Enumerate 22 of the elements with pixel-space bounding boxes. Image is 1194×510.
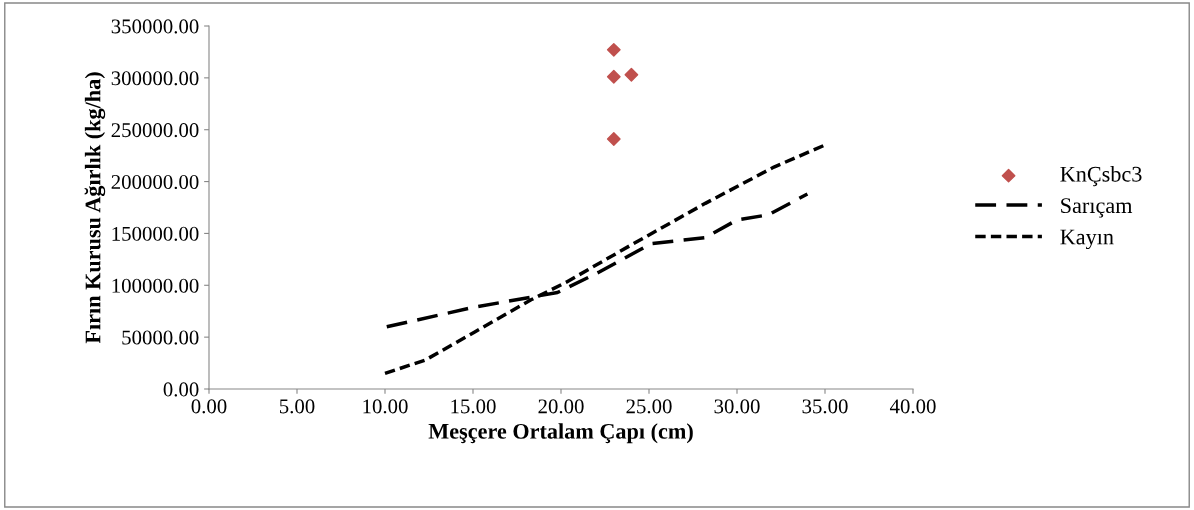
x-tick-label: 0.00 bbox=[191, 399, 227, 414]
x-tick-label: 35.00 bbox=[802, 399, 848, 414]
legend-label: Sarıçam bbox=[1061, 198, 1133, 218]
x-tick-label: 20.00 bbox=[538, 399, 584, 414]
y-tick-label: 0.00 bbox=[163, 382, 199, 397]
legend-label: KnÇsbc3 bbox=[1060, 166, 1142, 187]
y-axis-title: Fırın Kurusu Ağırlık (kg/ha) bbox=[84, 72, 106, 344]
y-tick-label: 300000.00 bbox=[111, 71, 199, 86]
y-tick-label: 100000.00 bbox=[112, 278, 199, 293]
legend-label: Kayın bbox=[1060, 229, 1114, 250]
x-tick-label: 5.00 bbox=[279, 399, 315, 414]
x-tick-label: 10.00 bbox=[363, 399, 408, 414]
x-tick-label: 15.00 bbox=[451, 399, 496, 414]
y-tick-label: 200000.00 bbox=[111, 174, 199, 190]
y-tick-label: 250000.00 bbox=[111, 123, 199, 138]
y-tick-label: 50000.00 bbox=[122, 330, 199, 345]
x-tick-label: 25.00 bbox=[626, 399, 672, 414]
x-axis-title: Meşçere Ortalam Çapı (cm) bbox=[428, 423, 693, 444]
x-tick-label: 40.00 bbox=[889, 399, 936, 414]
x-tick-label: 30.00 bbox=[714, 399, 760, 414]
y-tick-label: 150000.00 bbox=[112, 226, 199, 241]
y-tick-label: 350000.00 bbox=[111, 19, 199, 34]
